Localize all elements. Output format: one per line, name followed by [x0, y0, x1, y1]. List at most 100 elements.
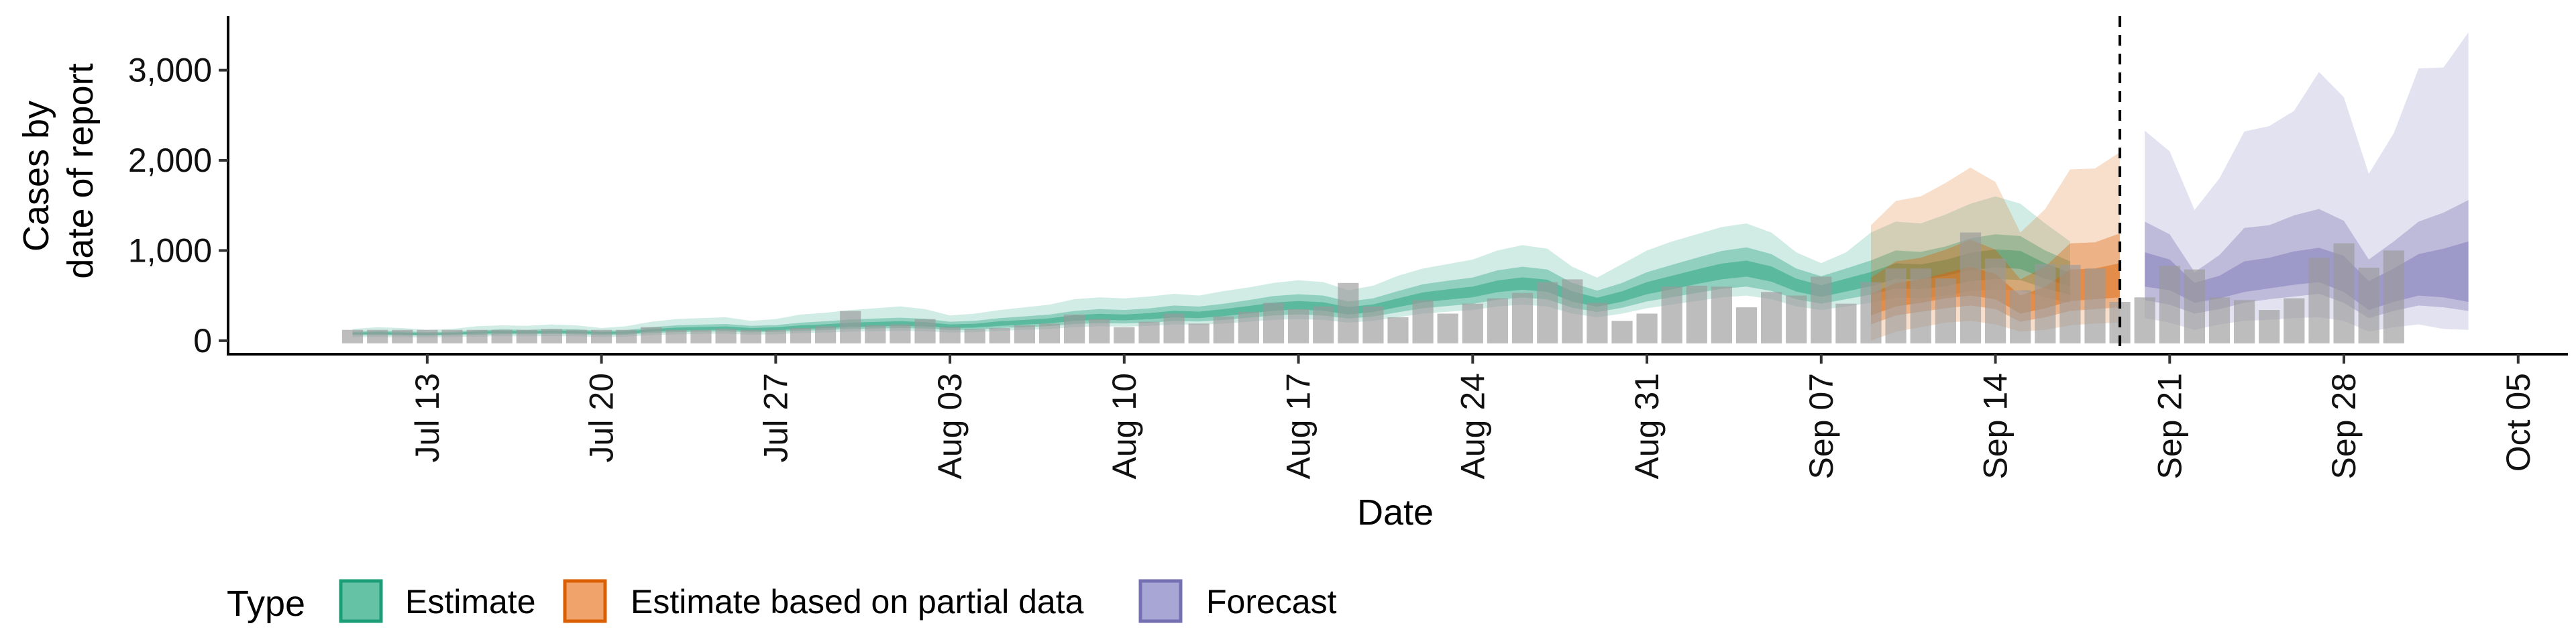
- report-bar: [1661, 286, 1682, 343]
- x-tick-label: Aug 31: [1628, 373, 1666, 479]
- report-bar: [1537, 282, 1558, 343]
- x-tick-label: Aug 24: [1454, 373, 1491, 479]
- report-bar: [1511, 292, 1534, 343]
- report-bar: [865, 325, 886, 343]
- report-bar: [1960, 232, 1982, 343]
- report-bar: [616, 329, 637, 343]
- report-bar: [367, 329, 388, 343]
- report-bar: [591, 329, 612, 343]
- report-bar: [1786, 295, 1807, 343]
- report-bar: [1238, 311, 1259, 343]
- report-bar: [1910, 268, 1931, 343]
- report-bar: [1462, 303, 1483, 343]
- report-bar: [815, 326, 837, 343]
- x-tick-label: Aug 03: [931, 373, 969, 479]
- legend-key-0: [339, 579, 383, 623]
- report-bar: [2059, 264, 2081, 343]
- report-bar: [417, 329, 438, 343]
- x-tick-label: Jul 20: [583, 373, 621, 462]
- report-bar: [1985, 258, 2006, 343]
- report-bar: [1089, 319, 1110, 343]
- x-tick-label: Sep 28: [2325, 373, 2363, 479]
- report-bar: [1163, 313, 1185, 343]
- report-bar: [890, 324, 911, 343]
- report-bar: [1338, 282, 1359, 343]
- legend-title: Type: [227, 584, 305, 624]
- report-bar: [2134, 297, 2155, 343]
- y-tick-label: 1,000: [128, 231, 212, 269]
- bars-layer: [341, 232, 2404, 343]
- report-bar: [1412, 300, 1434, 343]
- report-bar: [2333, 243, 2355, 343]
- report-bar: [2035, 264, 2056, 343]
- legend-label: Estimate based on partial data: [631, 583, 1084, 621]
- report-bar: [1885, 268, 1907, 343]
- report-bar: [1213, 316, 1234, 343]
- report-bar: [2208, 297, 2231, 343]
- report-bar: [1263, 303, 1285, 343]
- y-axis-title-line-1: Cases by: [16, 101, 56, 252]
- legend: Type Estimate Estimate based on partial d…: [227, 579, 1337, 624]
- report-bar: [914, 319, 936, 343]
- report-bar: [491, 329, 513, 343]
- report-bar: [2308, 258, 2330, 343]
- report-bar: [1935, 278, 1956, 343]
- report-bar: [2010, 290, 2031, 343]
- report-bar: [665, 329, 687, 343]
- report-bar: [740, 329, 761, 343]
- report-bar: [715, 329, 737, 343]
- report-bar: [1362, 306, 1384, 343]
- report-bar: [790, 328, 812, 343]
- report-bar: [392, 329, 413, 343]
- estimate-ribbon-inner: [352, 234, 2070, 336]
- y-axis-title: Cases by date of report: [16, 63, 101, 278]
- report-bar: [2234, 300, 2255, 343]
- report-bar: [441, 329, 463, 343]
- report-bar: [1761, 292, 1782, 343]
- x-tick-label: Jul 13: [409, 373, 446, 462]
- x-axis-ticks: Jul 13 Jul 20 Jul 27 Aug 03 Aug 10 Aug 17 Aug …: [409, 354, 2537, 479]
- report-bar: [1711, 286, 1732, 343]
- x-tick-label: Sep 07: [1803, 373, 1840, 479]
- report-bar: [1487, 298, 1508, 343]
- y-axis-title-line-2: date of report: [60, 63, 101, 278]
- x-tick-label: Oct 05: [2500, 373, 2537, 472]
- report-bar: [964, 329, 985, 343]
- report-bar: [1387, 317, 1409, 343]
- report-bar: [2259, 310, 2280, 343]
- report-bar: [516, 329, 537, 343]
- report-bar: [2184, 269, 2205, 343]
- report-bar: [466, 329, 488, 343]
- report-bar: [1611, 321, 1633, 343]
- report-bar: [1735, 307, 1758, 343]
- report-bar: [1686, 285, 1707, 343]
- report-bar: [1636, 313, 1658, 343]
- estimate-ribbon-outer: [352, 196, 2070, 338]
- report-bar: [939, 327, 961, 343]
- x-axis-title: Date: [1357, 492, 1434, 533]
- y-axis-ticks: 0 1,000 2,000 3,000: [128, 52, 228, 360]
- legend-key-2: [1138, 579, 1183, 623]
- report-bar: [2358, 268, 2379, 343]
- y-tick-label: 3,000: [128, 52, 212, 89]
- ribbon-layer: [352, 32, 2469, 341]
- report-bar: [2284, 298, 2305, 343]
- report-bar: [1437, 313, 1458, 343]
- x-tick-label: Sep 21: [2151, 373, 2188, 479]
- x-tick-label: Jul 27: [757, 373, 794, 462]
- report-bar: [541, 329, 562, 343]
- report-bar: [2084, 268, 2106, 343]
- report-bar: [566, 329, 588, 343]
- y-tick-label: 2,000: [128, 142, 212, 179]
- report-bar: [1288, 309, 1309, 343]
- x-tick-label: Sep 14: [1977, 373, 2015, 479]
- report-bar: [641, 327, 662, 343]
- report-bar: [1587, 303, 1608, 343]
- y-tick-label: 0: [193, 322, 212, 360]
- legend-label: Forecast: [1206, 583, 1337, 621]
- report-bar: [1064, 314, 1085, 343]
- partial-ribbon-outer: [1871, 152, 2121, 341]
- report-bar: [1313, 306, 1334, 343]
- report-bar: [1138, 321, 1160, 343]
